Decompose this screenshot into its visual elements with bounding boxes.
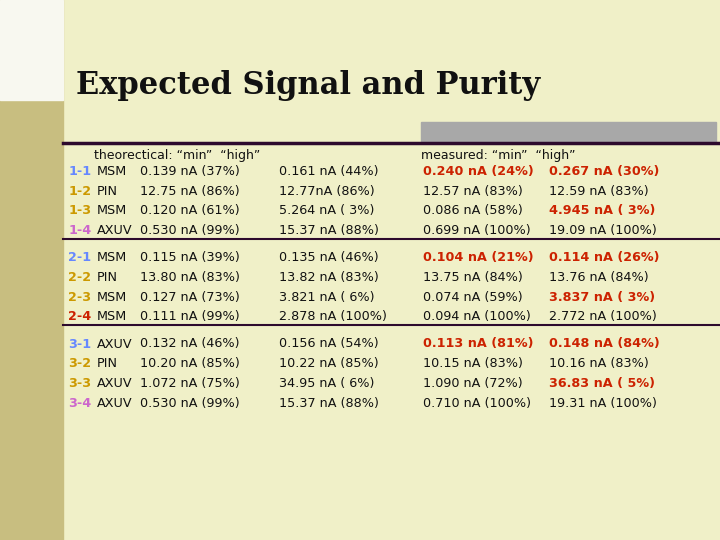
Text: 2-2: 2-2 bbox=[68, 271, 91, 284]
Text: 0.104 nA (21%): 0.104 nA (21%) bbox=[423, 251, 534, 264]
Text: 10.20 nA (85%): 10.20 nA (85%) bbox=[140, 357, 240, 370]
Text: 0.161 nA (44%): 0.161 nA (44%) bbox=[279, 165, 379, 178]
Text: 0.120 nA (61%): 0.120 nA (61%) bbox=[140, 204, 240, 217]
Text: 3-4: 3-4 bbox=[68, 397, 91, 410]
Text: 2.878 nA (100%): 2.878 nA (100%) bbox=[279, 310, 387, 323]
Text: theorectical: “min”  “high”: theorectical: “min” “high” bbox=[94, 148, 260, 161]
Text: 0.132 nA (46%): 0.132 nA (46%) bbox=[140, 338, 240, 350]
Text: 0.111 nA (99%): 0.111 nA (99%) bbox=[140, 310, 240, 323]
Text: 19.31 nA (100%): 19.31 nA (100%) bbox=[549, 397, 657, 410]
Text: 2-1: 2-1 bbox=[68, 251, 91, 264]
Text: Expected Signal and Purity: Expected Signal and Purity bbox=[76, 70, 540, 101]
Text: 1.090 nA (72%): 1.090 nA (72%) bbox=[423, 377, 523, 390]
Text: 5.264 nA ( 3%): 5.264 nA ( 3%) bbox=[279, 204, 374, 217]
Text: 0.113 nA (81%): 0.113 nA (81%) bbox=[423, 338, 534, 350]
Text: 3.821 nA ( 6%): 3.821 nA ( 6%) bbox=[279, 291, 375, 303]
Text: 3-1: 3-1 bbox=[68, 338, 91, 350]
Text: 12.57 nA (83%): 12.57 nA (83%) bbox=[423, 185, 523, 198]
Text: 12.59 nA (83%): 12.59 nA (83%) bbox=[549, 185, 648, 198]
Text: 0.127 nA (73%): 0.127 nA (73%) bbox=[140, 291, 240, 303]
Text: 0.699 nA (100%): 0.699 nA (100%) bbox=[423, 224, 531, 237]
Text: AXUV: AXUV bbox=[97, 377, 132, 390]
Text: 12.75 nA (86%): 12.75 nA (86%) bbox=[140, 185, 240, 198]
Text: 34.95 nA ( 6%): 34.95 nA ( 6%) bbox=[279, 377, 374, 390]
Text: 0.530 nA (99%): 0.530 nA (99%) bbox=[140, 397, 240, 410]
Polygon shape bbox=[14, 27, 49, 64]
Text: 10.22 nA (85%): 10.22 nA (85%) bbox=[279, 357, 379, 370]
Text: 0.114 nA (26%): 0.114 nA (26%) bbox=[549, 251, 659, 264]
Text: 1-1: 1-1 bbox=[68, 165, 91, 178]
Text: MSM: MSM bbox=[97, 291, 127, 303]
Text: 0.115 nA (39%): 0.115 nA (39%) bbox=[140, 251, 240, 264]
Text: 0.240 nA (24%): 0.240 nA (24%) bbox=[423, 165, 534, 178]
Text: 15.37 nA (88%): 15.37 nA (88%) bbox=[279, 397, 379, 410]
Text: 1.072 nA (75%): 1.072 nA (75%) bbox=[140, 377, 240, 390]
Text: MSM: MSM bbox=[97, 310, 127, 323]
Text: 10.15 nA (83%): 10.15 nA (83%) bbox=[423, 357, 523, 370]
Text: 0.139 nA (37%): 0.139 nA (37%) bbox=[140, 165, 240, 178]
Text: 1-2: 1-2 bbox=[68, 185, 91, 198]
Text: 3-2: 3-2 bbox=[68, 357, 91, 370]
Text: 1-3: 1-3 bbox=[68, 204, 91, 217]
Text: MSM: MSM bbox=[97, 165, 127, 178]
Text: 15.37 nA (88%): 15.37 nA (88%) bbox=[279, 224, 379, 237]
Text: 0.156 nA (54%): 0.156 nA (54%) bbox=[279, 338, 379, 350]
Text: 0.267 nA (30%): 0.267 nA (30%) bbox=[549, 165, 659, 178]
Text: MSM: MSM bbox=[97, 251, 127, 264]
Text: 3-3: 3-3 bbox=[68, 377, 91, 390]
Text: 0.074 nA (59%): 0.074 nA (59%) bbox=[423, 291, 523, 303]
Text: measured: “min”  “high”: measured: “min” “high” bbox=[421, 148, 576, 161]
Text: 2-4: 2-4 bbox=[68, 310, 91, 323]
Text: 0.148 nA (84%): 0.148 nA (84%) bbox=[549, 338, 660, 350]
Polygon shape bbox=[24, 45, 28, 90]
Text: 13.82 nA (83%): 13.82 nA (83%) bbox=[279, 271, 379, 284]
Text: 4.945 nA ( 3%): 4.945 nA ( 3%) bbox=[549, 204, 655, 217]
Text: AXUV: AXUV bbox=[97, 338, 132, 350]
Text: 13.76 nA (84%): 13.76 nA (84%) bbox=[549, 271, 648, 284]
Text: 19.09 nA (100%): 19.09 nA (100%) bbox=[549, 224, 657, 237]
Text: 0.135 nA (46%): 0.135 nA (46%) bbox=[279, 251, 379, 264]
Text: AXUV: AXUV bbox=[97, 397, 132, 410]
Text: MSM: MSM bbox=[97, 204, 127, 217]
Text: PIN: PIN bbox=[97, 271, 118, 284]
Text: 0.086 nA (58%): 0.086 nA (58%) bbox=[423, 204, 523, 217]
Text: 10.16 nA (83%): 10.16 nA (83%) bbox=[549, 357, 649, 370]
Text: PIN: PIN bbox=[97, 357, 118, 370]
Text: AXUV: AXUV bbox=[97, 224, 132, 237]
Text: PIN: PIN bbox=[97, 185, 118, 198]
Text: 0.710 nA (100%): 0.710 nA (100%) bbox=[423, 397, 531, 410]
Text: 0.530 nA (99%): 0.530 nA (99%) bbox=[140, 224, 240, 237]
Text: 12.77nA (86%): 12.77nA (86%) bbox=[279, 185, 375, 198]
Text: 0.094 nA (100%): 0.094 nA (100%) bbox=[423, 310, 531, 323]
Text: 13.75 nA (84%): 13.75 nA (84%) bbox=[423, 271, 523, 284]
Text: 2.772 nA (100%): 2.772 nA (100%) bbox=[549, 310, 657, 323]
Text: 2-3: 2-3 bbox=[68, 291, 91, 303]
Text: 3.837 nA ( 3%): 3.837 nA ( 3%) bbox=[549, 291, 654, 303]
Text: 13.80 nA (83%): 13.80 nA (83%) bbox=[140, 271, 240, 284]
Text: 1-4: 1-4 bbox=[68, 224, 91, 237]
Text: 36.83 nA ( 5%): 36.83 nA ( 5%) bbox=[549, 377, 654, 390]
